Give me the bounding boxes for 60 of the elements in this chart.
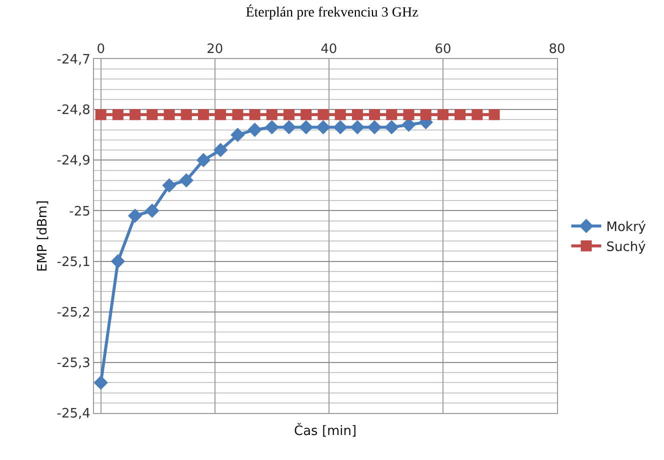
point: [282, 120, 296, 134]
point: [249, 109, 260, 120]
point: [248, 122, 262, 137]
point: [472, 109, 483, 120]
point: [264, 120, 280, 134]
point: [367, 120, 382, 134]
y-tick-label: -25,2: [56, 305, 90, 320]
point: [180, 109, 192, 120]
y-tick-label: -24,9: [56, 154, 90, 169]
point: [403, 109, 414, 120]
point: [454, 109, 466, 120]
point: [420, 109, 432, 120]
point: [352, 109, 363, 120]
point: [198, 109, 209, 120]
x-tick-label: 40: [320, 42, 338, 57]
point: [230, 128, 245, 142]
y-tick-label: -25,1: [56, 254, 90, 270]
point: [300, 109, 312, 120]
point: [232, 109, 244, 120]
y-axis-title: EMP [dBm]: [36, 200, 51, 272]
point: [130, 109, 141, 120]
point: [266, 109, 278, 120]
point: [179, 173, 194, 188]
x-tick-label: 0: [96, 42, 105, 57]
y-tick-label: -24,8: [56, 103, 90, 118]
point: [164, 109, 175, 120]
point: [94, 376, 108, 390]
y-tick-label: -25: [69, 204, 90, 220]
point: [196, 152, 211, 168]
point: [213, 142, 228, 158]
point: [334, 109, 346, 120]
x-tick-label: 20: [206, 42, 224, 57]
legend-label: Suchý: [606, 240, 646, 255]
point: [298, 120, 314, 134]
y-tick-label: -25,3: [56, 356, 90, 371]
point: [145, 204, 160, 218]
chart-title: Éterplán pre frekvenciu 3 GHz: [246, 4, 418, 21]
point: [112, 109, 124, 120]
point: [350, 120, 365, 134]
point: [386, 109, 398, 120]
point: [110, 254, 126, 268]
point: [488, 109, 500, 120]
point: [128, 208, 142, 223]
point: [437, 109, 448, 120]
point: [316, 120, 330, 134]
point: [146, 109, 158, 120]
point: [215, 109, 226, 120]
y-tick-label: -24,7: [56, 52, 90, 68]
legend-label: Mokrý: [606, 220, 646, 236]
x-tick-label: 60: [434, 42, 452, 57]
point: [384, 120, 399, 134]
x-axis-title: Čas [min]: [294, 422, 357, 439]
point: [318, 109, 329, 120]
point: [162, 178, 176, 193]
point: [369, 109, 380, 120]
x-tick-label: 80: [548, 42, 566, 57]
point: [95, 109, 106, 120]
point: [284, 109, 295, 120]
point: [333, 120, 348, 134]
y-tick-label: -25,4: [56, 406, 90, 422]
